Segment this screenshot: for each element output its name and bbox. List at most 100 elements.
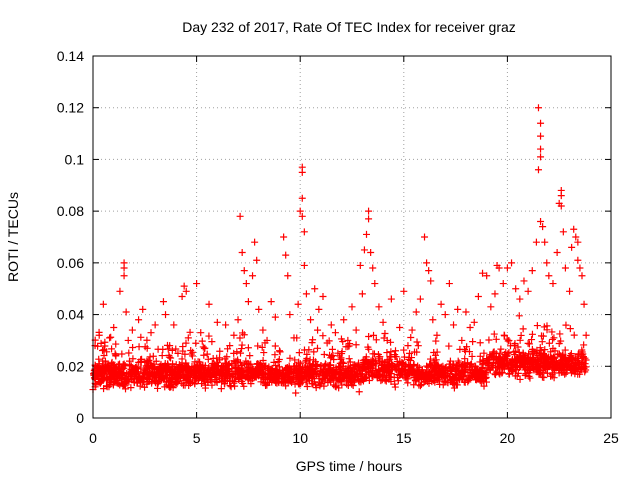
data-point [277, 372, 285, 380]
data-point [541, 364, 549, 372]
data-point [319, 368, 327, 376]
data-point [218, 378, 226, 386]
data-point [352, 326, 360, 334]
data-point [491, 290, 499, 298]
data-point [512, 347, 520, 355]
data-point [421, 372, 429, 380]
data-point [358, 371, 366, 379]
data-point [365, 367, 373, 375]
data-point [423, 259, 431, 267]
data-point [578, 348, 586, 356]
data-point [178, 363, 186, 371]
data-point [208, 338, 216, 346]
data-point [319, 332, 327, 340]
data-point [331, 329, 339, 337]
data-point [251, 238, 259, 246]
data-point [434, 376, 442, 384]
data-point [244, 344, 252, 352]
data-point [221, 371, 229, 379]
data-point [239, 329, 247, 337]
data-point [297, 373, 305, 381]
data-point [537, 119, 545, 127]
data-point [471, 369, 479, 377]
data-point [576, 264, 584, 272]
data-point [378, 357, 386, 365]
data-point [458, 363, 466, 371]
data-point [353, 372, 361, 380]
data-point [127, 362, 135, 370]
data-point [455, 359, 463, 367]
data-point [103, 383, 111, 391]
data-point [242, 357, 250, 365]
data-point [97, 339, 105, 347]
data-point [232, 365, 240, 373]
data-point [472, 376, 480, 384]
data-point [468, 352, 476, 360]
data-point [353, 362, 361, 370]
data-point [295, 380, 303, 388]
data-point [145, 362, 153, 370]
data-point [469, 338, 477, 346]
data-point [398, 370, 406, 378]
data-point [298, 168, 306, 176]
data-point [430, 357, 438, 365]
data-point [381, 330, 389, 338]
data-point [237, 361, 245, 369]
data-point [127, 384, 135, 392]
data-point [107, 333, 115, 341]
data-point [189, 365, 197, 373]
y-tick-labels: 0 0.02 0.04 0.06 0.08 0.1 0.12 0.14 [57, 48, 84, 426]
data-point [543, 369, 551, 377]
data-point [337, 354, 345, 362]
data-point [165, 353, 173, 361]
x-tick-label: 5 [193, 430, 201, 446]
data-point [461, 355, 469, 363]
data-point [348, 367, 356, 375]
data-point [325, 337, 333, 345]
data-point [491, 370, 499, 378]
data-point [461, 347, 469, 355]
data-point [137, 333, 145, 341]
data-point [337, 369, 345, 377]
data-point [172, 375, 180, 383]
data-point [302, 290, 310, 298]
plot-frame [92, 55, 612, 419]
data-point [501, 332, 509, 340]
data-point [514, 343, 522, 351]
data-point [570, 225, 578, 233]
data-point [258, 343, 266, 351]
data-point [187, 350, 195, 358]
data-point [412, 308, 420, 316]
data-point [425, 379, 433, 387]
data-point [348, 303, 356, 311]
data-point [226, 377, 234, 385]
data-point [239, 379, 247, 387]
data-point [352, 341, 360, 349]
data-point [342, 365, 350, 373]
data-point [580, 341, 588, 349]
data-point [568, 243, 576, 251]
data-point [206, 373, 214, 381]
data-point [236, 212, 244, 220]
data-point [272, 362, 280, 370]
data-point [259, 326, 267, 334]
data-point [578, 358, 586, 366]
data-point [475, 368, 483, 376]
data-point [217, 385, 225, 393]
data-point [408, 326, 416, 334]
data-point [533, 322, 541, 330]
data-point [519, 325, 527, 333]
data-point [376, 367, 384, 375]
data-point [238, 249, 246, 257]
data-point [199, 343, 207, 351]
data-point [120, 264, 128, 272]
data-point [276, 348, 284, 356]
data-point [572, 233, 580, 241]
data-point [362, 353, 370, 361]
data-point [178, 292, 186, 300]
data-point [103, 369, 111, 377]
data-point [230, 331, 238, 339]
data-point [167, 354, 175, 362]
data-point [512, 285, 520, 293]
